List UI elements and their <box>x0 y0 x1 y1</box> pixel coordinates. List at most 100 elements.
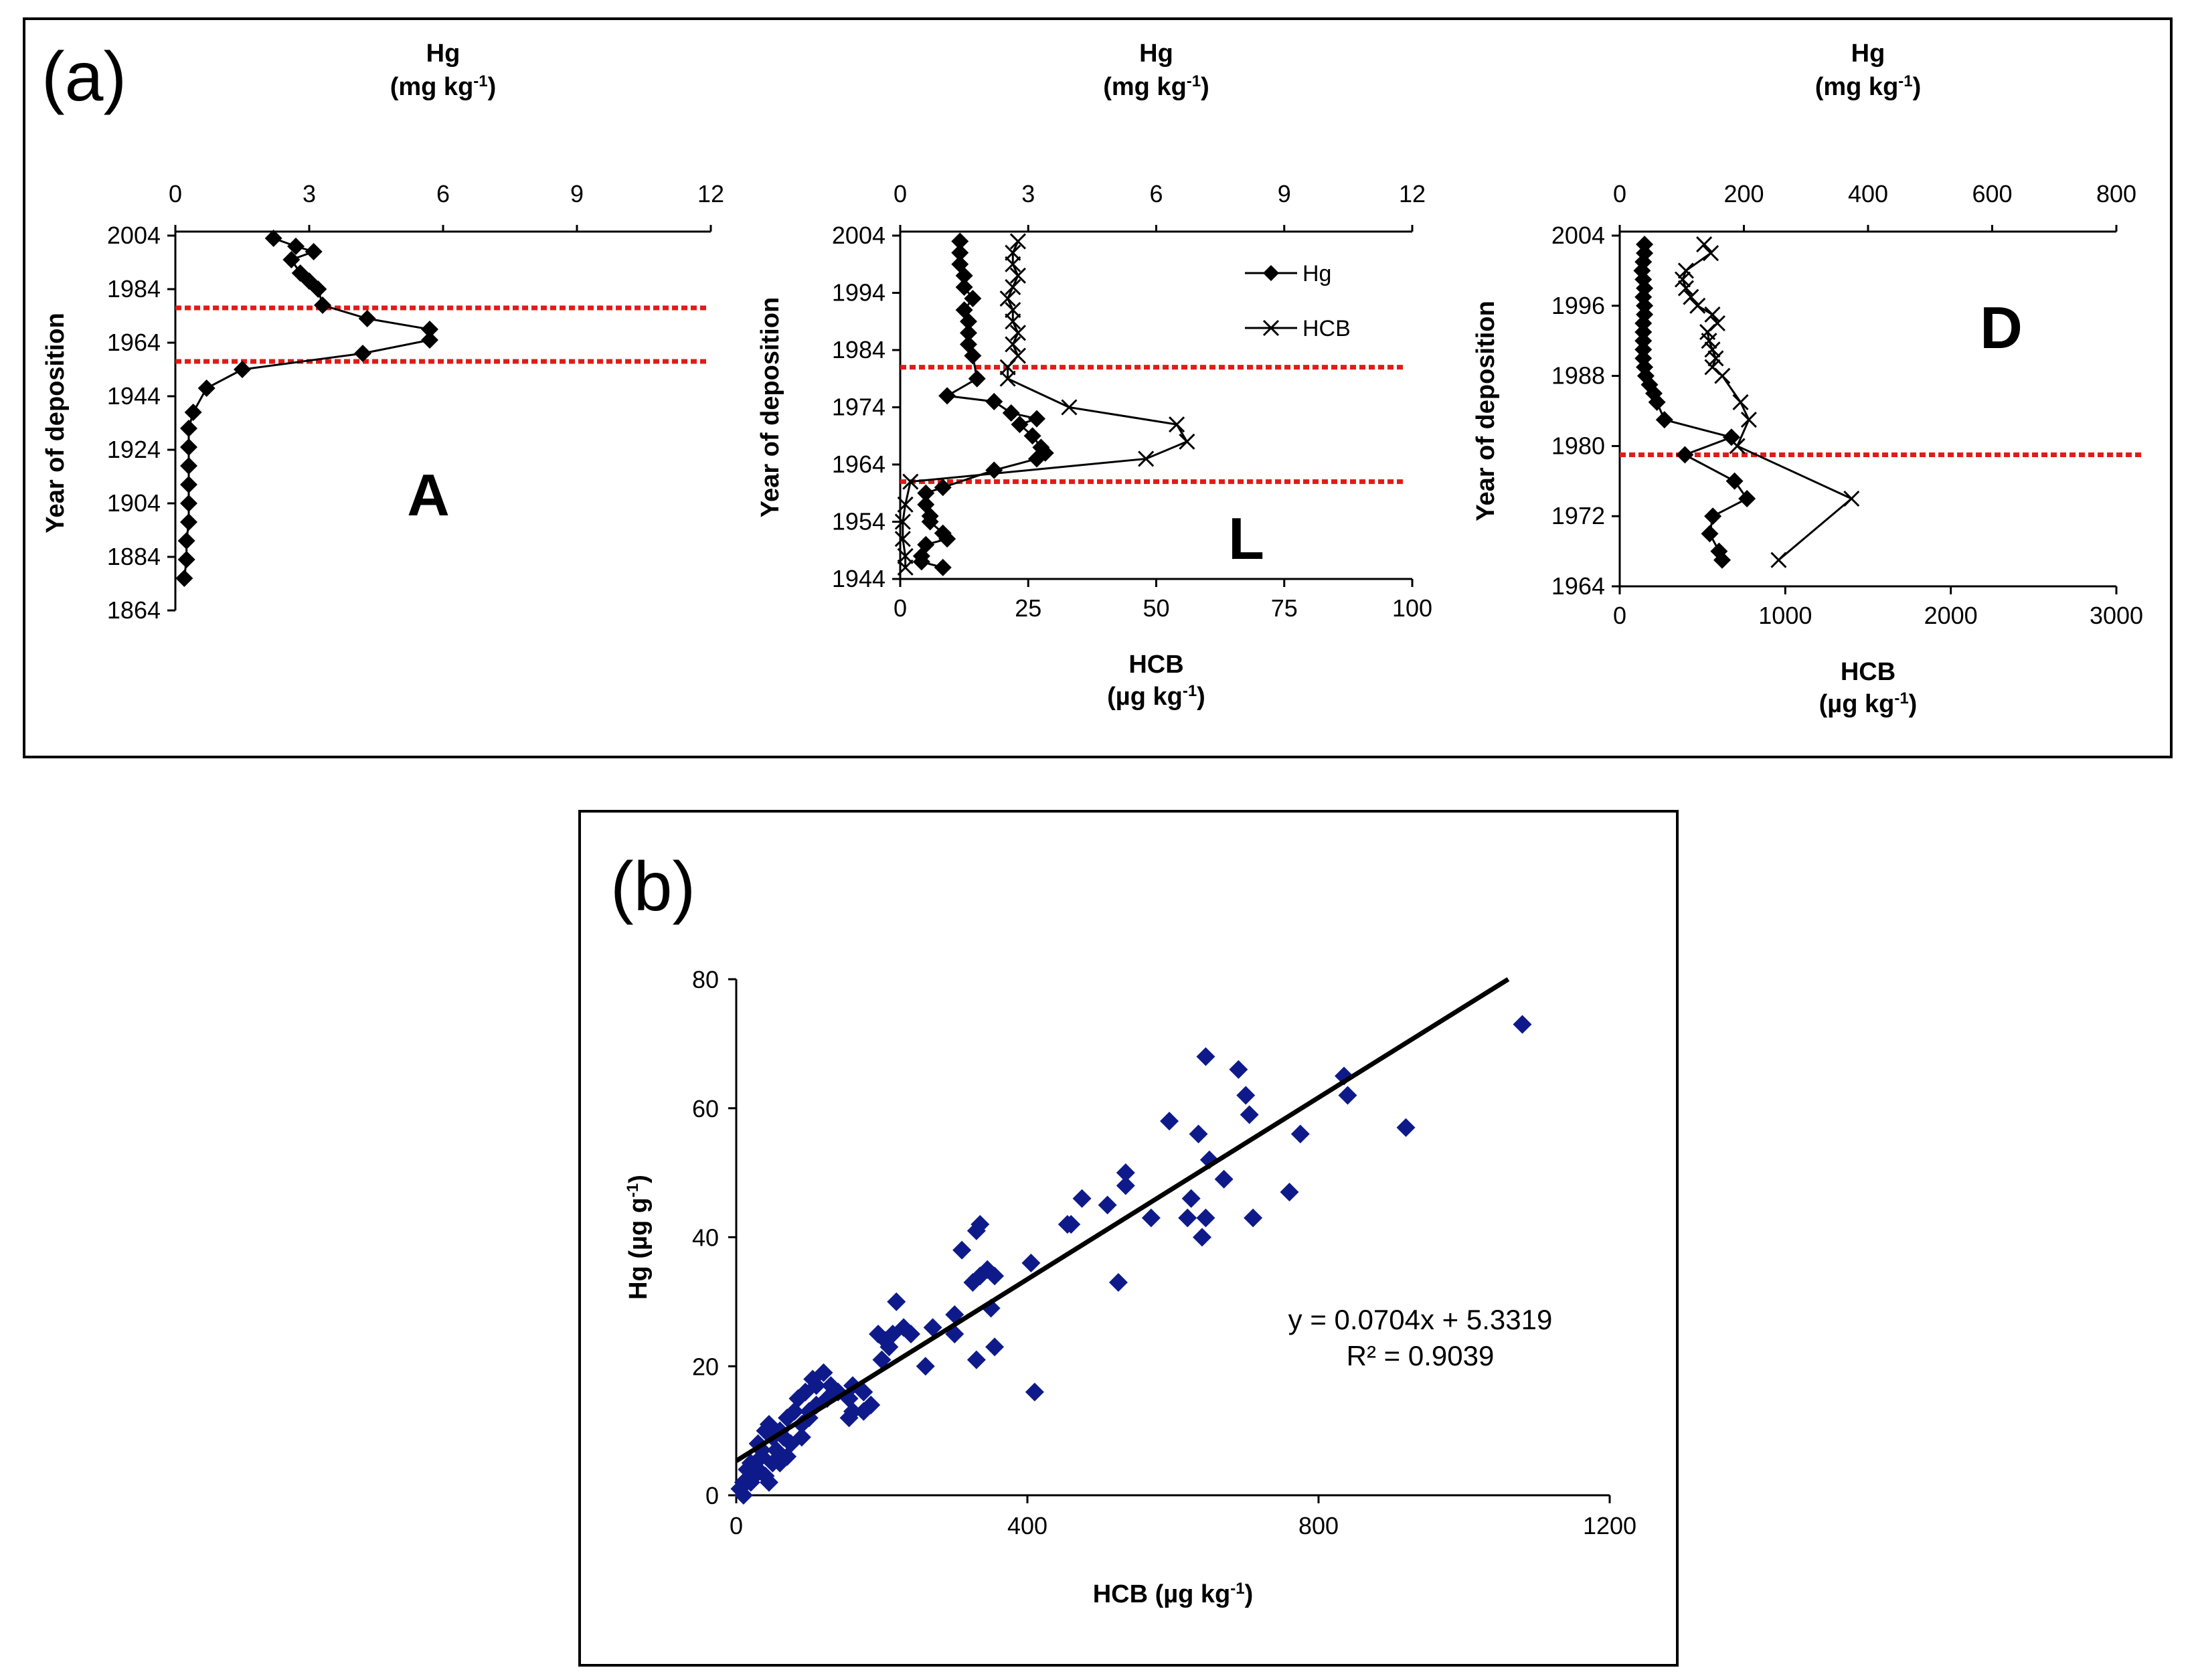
hcb-marker <box>999 359 1016 375</box>
scatter-point <box>1025 1382 1044 1402</box>
hg-marker <box>1648 393 1666 411</box>
hg-marker <box>305 243 323 260</box>
y-tick-label: 2004 <box>832 222 885 249</box>
y-axis-title: Hg (µg g-1) <box>624 1175 653 1300</box>
hg-marker <box>968 369 986 388</box>
hg-marker <box>1028 450 1045 468</box>
x-tick-label: 800 <box>1298 1512 1339 1539</box>
scatter-point <box>879 1337 899 1357</box>
top-tick-label: 400 <box>1848 180 1888 207</box>
hg-marker <box>1738 490 1756 507</box>
trendline <box>735 977 1510 1463</box>
y-tick-label: 0 <box>705 1482 719 1509</box>
legend-hg-label: Hg <box>1302 261 1331 286</box>
panel-b-frame <box>578 810 1679 1667</box>
bottom-tick-label: 75 <box>1271 594 1298 622</box>
scatter-point <box>741 1473 760 1492</box>
scatter-point <box>1141 1208 1161 1228</box>
top-axis-unit: (mg kg-1) <box>1815 72 1922 102</box>
scatter-point <box>952 1240 972 1260</box>
bottom-axis-unit: (µg kg-1) <box>1819 689 1918 719</box>
hcb-marker <box>897 559 914 576</box>
hg-marker <box>921 513 939 531</box>
bottom-tick-label: 100 <box>1392 594 1432 622</box>
y-axis-title: Year of deposition <box>41 313 70 533</box>
hcb-marker <box>1009 233 1027 250</box>
hcb-marker <box>1704 341 1721 358</box>
bottom-axis-title: HCB <box>1841 658 1895 686</box>
y-tick-label: 1972 <box>1551 502 1605 529</box>
hg-marker <box>985 461 1003 479</box>
scatter-point <box>985 1266 1005 1286</box>
hg-marker <box>955 266 973 284</box>
hcb-marker <box>1714 367 1731 384</box>
scatter-point <box>966 1221 986 1240</box>
top-tick-label: 6 <box>436 180 450 207</box>
top-tick-label: 3 <box>303 180 316 207</box>
top-tick-label: 12 <box>697 180 724 207</box>
hcb-marker <box>1005 336 1021 353</box>
y-tick-label: 2004 <box>107 222 161 249</box>
top-axis-title: Hg <box>1851 39 1885 68</box>
hg-marker <box>287 238 305 255</box>
hg-marker <box>934 558 952 576</box>
hg-marker <box>964 347 982 365</box>
hg-marker <box>184 404 202 421</box>
scatter-point <box>966 1350 986 1369</box>
panel-a-label: (a) <box>41 38 126 116</box>
top-axis-title: Hg <box>426 39 460 68</box>
hg-marker <box>421 321 438 338</box>
hg-marker <box>1028 410 1045 428</box>
hcb-marker <box>1701 333 1717 349</box>
scatter-point <box>1396 1118 1416 1137</box>
scatter-point <box>854 1402 873 1421</box>
hg-marker <box>180 513 197 531</box>
hg-marker <box>180 495 197 512</box>
scatter-point <box>1181 1189 1201 1208</box>
scatter-point <box>854 1382 873 1402</box>
scatter-point <box>1021 1254 1041 1273</box>
top-tick-label: 9 <box>1278 180 1291 207</box>
top-axis-unit: (mg kg-1) <box>390 72 497 102</box>
regression-equation: y = 0.0704x + 5.3319 <box>1288 1304 1553 1335</box>
top-tick-label: 0 <box>1613 180 1626 207</box>
hcb-marker <box>902 473 919 490</box>
hg-marker <box>1011 416 1029 434</box>
hg-marker <box>1725 472 1744 490</box>
subplot-l: Hg (mg kg-1) 0 3 6 9 12 2004 1994 1984 1974 1964 195… <box>756 39 1432 711</box>
top-tick-label: 800 <box>2096 180 2136 207</box>
x-axis-title: HCB (µg kg-1) <box>1093 1580 1254 1609</box>
y-tick-label: 1944 <box>832 565 885 592</box>
hg-marker <box>177 551 195 568</box>
hcb-marker <box>894 513 911 530</box>
scatter-point <box>756 1466 775 1486</box>
hcb-marker <box>1843 490 1860 507</box>
hg-marker <box>1722 428 1740 446</box>
hg-marker <box>985 392 1003 410</box>
y-tick-label: 20 <box>692 1353 719 1380</box>
hcb-marker <box>1702 245 1719 262</box>
y-tick-label: 1988 <box>1551 362 1605 390</box>
hg-marker <box>917 484 935 502</box>
scatter-point <box>1236 1086 1256 1105</box>
hg-marker <box>180 457 197 475</box>
top-tick-label: 6 <box>1149 180 1163 207</box>
y-tick-label: 60 <box>692 1095 719 1122</box>
legend-hcb-label: HCB <box>1302 316 1351 341</box>
r-squared: R² = 0.9039 <box>1347 1340 1495 1371</box>
hg-marker <box>264 230 282 247</box>
bottom-tick-label: 0 <box>1613 602 1626 629</box>
scatter-point <box>1244 1208 1263 1228</box>
site-label: L <box>1228 505 1264 572</box>
y-tick-label: 1964 <box>1551 572 1605 600</box>
hg-marker <box>951 244 969 262</box>
hg-marker <box>309 280 327 298</box>
hcb-marker <box>1009 325 1027 341</box>
y-tick-label: 1944 <box>107 382 161 410</box>
hg-marker <box>421 331 438 349</box>
hg-marker <box>1636 236 1654 254</box>
y-tick-label: 1980 <box>1551 432 1605 459</box>
hcb-marker <box>897 548 914 564</box>
hg-marker <box>1002 404 1020 422</box>
hg-marker <box>358 310 376 327</box>
